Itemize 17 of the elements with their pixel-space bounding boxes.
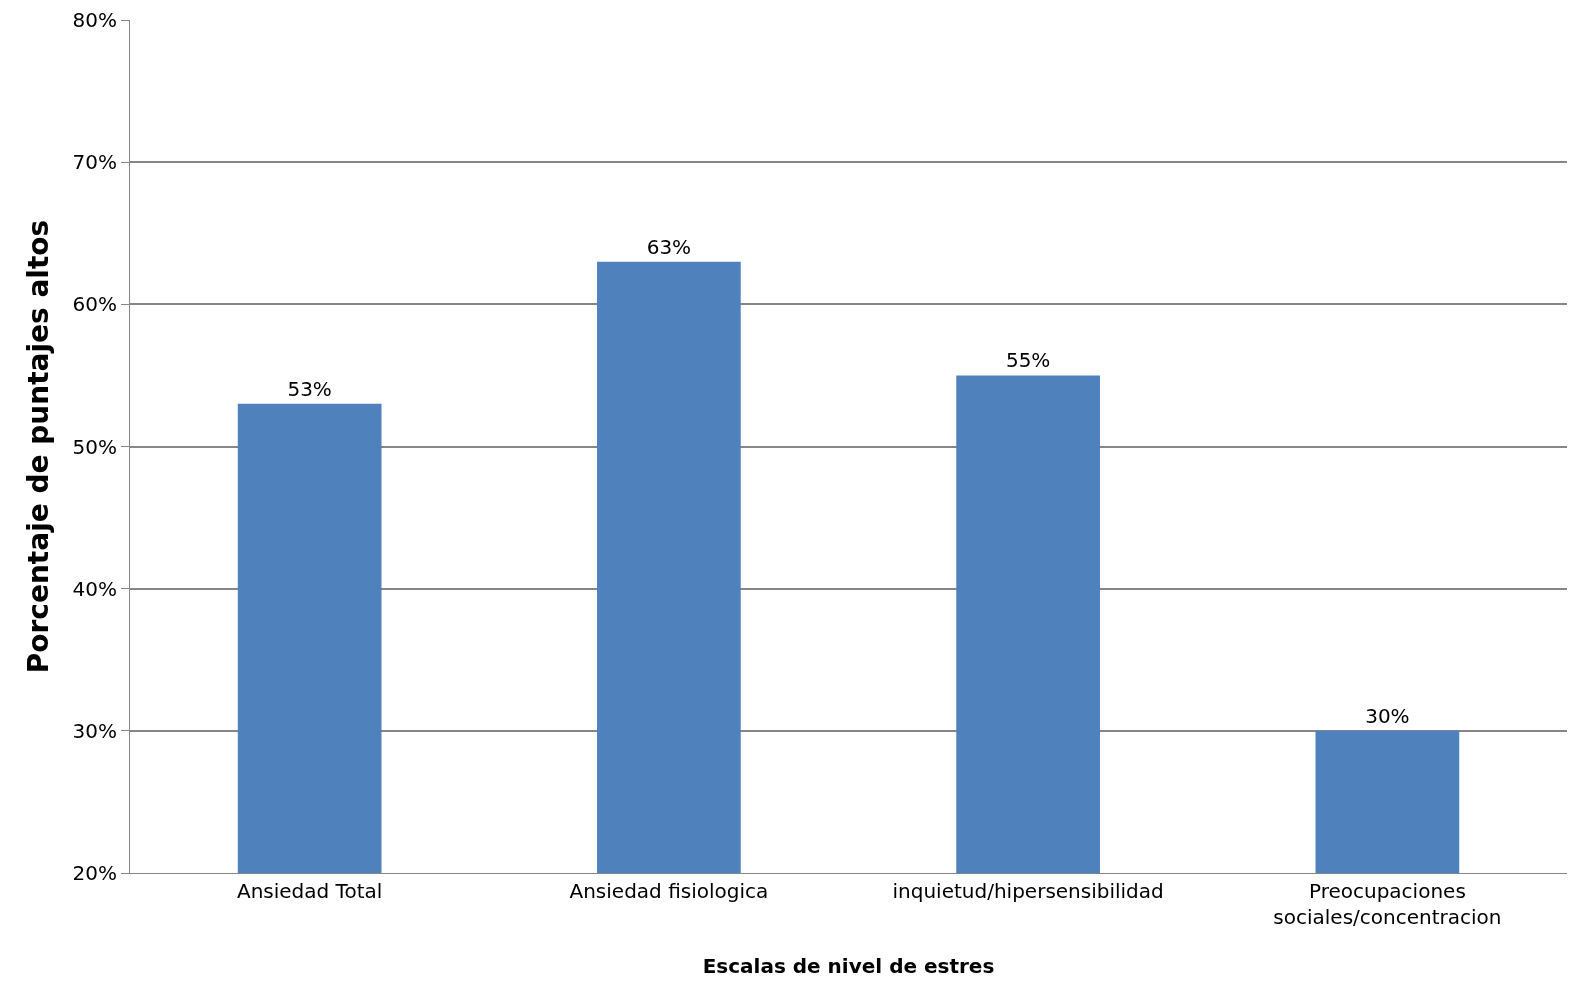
y-tick-label: 20%	[72, 861, 117, 885]
data-label: 63%	[646, 234, 692, 259]
x-tick-label: Ansiedad Total	[236, 879, 383, 903]
data-label: 30%	[1365, 703, 1410, 728]
x-tick-label: Preocupaciones sociales/concentracion	[1273, 879, 1502, 929]
y-tick-label: 80%	[72, 8, 117, 32]
y-tick-label: 60%	[72, 292, 117, 317]
y-tick-label: 30%	[72, 718, 117, 743]
x-tick-label: Ansiedad fisiologica	[569, 879, 769, 903]
y-axis-title: Porcentaje de puntajes altos	[22, 219, 56, 674]
x-tick-label: inquietud/hipersensibilidad	[892, 879, 1164, 903]
y-tick-label: 50%	[72, 434, 117, 459]
data-label: 55%	[1005, 348, 1051, 373]
y-tick-label: 70%	[72, 150, 117, 175]
x-axis-title: Escalas de nivel de estres	[702, 953, 995, 978]
y-tick-label: 40%	[72, 576, 117, 601]
data-label: 53%	[287, 376, 332, 401]
